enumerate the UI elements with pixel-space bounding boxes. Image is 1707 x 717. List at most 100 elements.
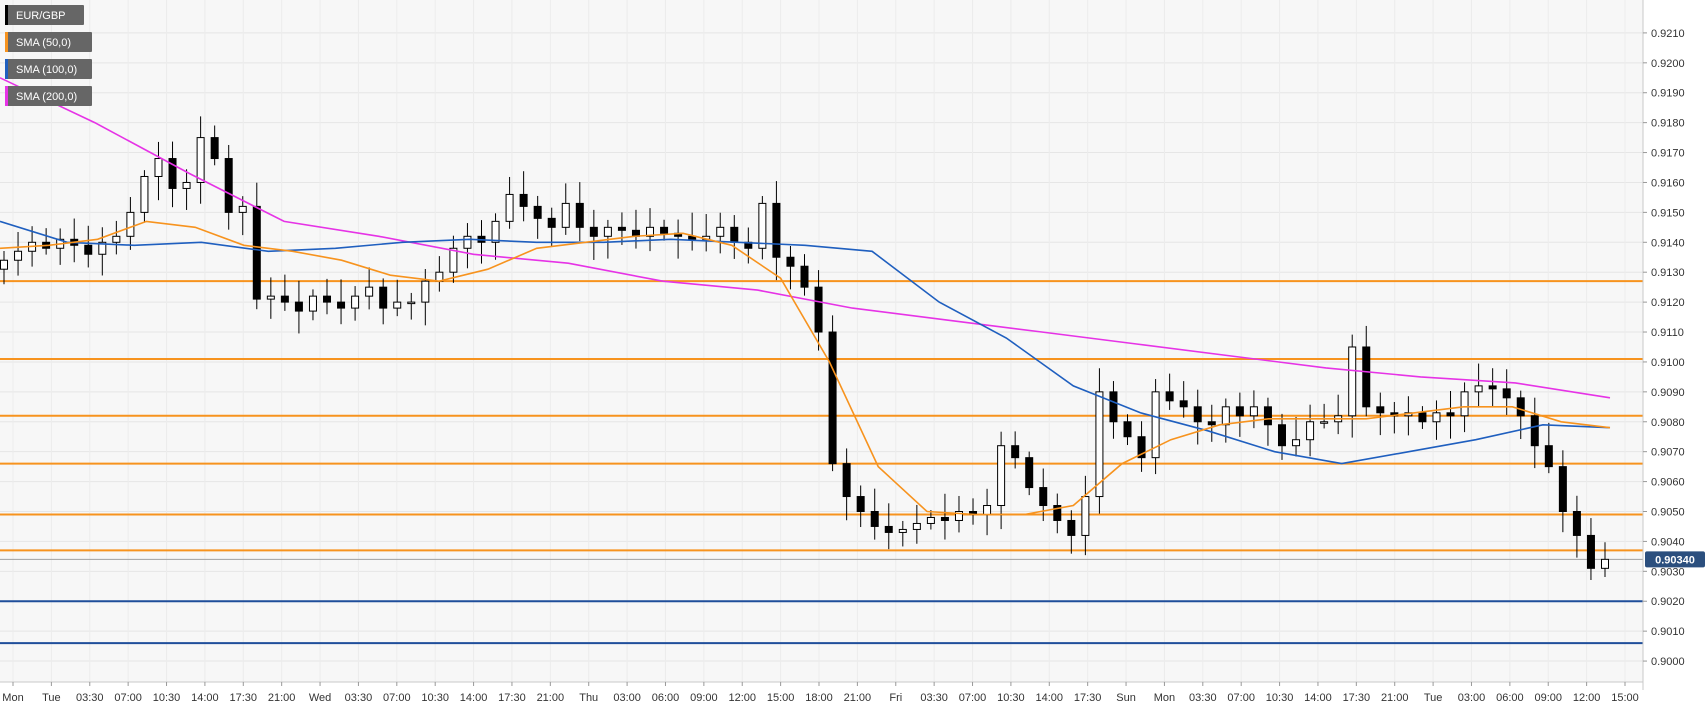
- y-tick-label: 0.9030: [1651, 566, 1685, 578]
- candle-body: [463, 235, 472, 249]
- candle-body: [182, 181, 191, 189]
- axes: [0, 0, 1644, 690]
- legend: EUR/GBP SMA (50,0) SMA (100,0) SMA (200,0): [5, 5, 92, 106]
- candle-body: [575, 202, 584, 228]
- x-tick-label: Mon: [2, 692, 23, 704]
- candle-body: [519, 193, 528, 207]
- y-tick-label: 0.9040: [1651, 536, 1685, 548]
- candle-body: [1502, 388, 1511, 399]
- candle-body: [926, 516, 935, 524]
- candle-body: [323, 295, 332, 303]
- x-tick-label: 10:30: [997, 692, 1025, 704]
- legend-item[interactable]: [5, 32, 92, 52]
- current-price-tag: 0.90340: [1645, 551, 1705, 568]
- candle-body: [884, 525, 893, 533]
- y-tick-label: 0.9000: [1651, 656, 1685, 668]
- candle-body: [1109, 391, 1118, 423]
- y-tick-label: 0.9180: [1651, 118, 1685, 130]
- candle-body: [154, 158, 163, 177]
- candle-body: [252, 205, 261, 300]
- legend-color-swatch: [5, 5, 8, 25]
- candle-body: [351, 295, 360, 309]
- candle-body: [1053, 505, 1062, 521]
- candle-body: [84, 244, 93, 255]
- legend-item[interactable]: [5, 5, 84, 25]
- candle-body: [954, 511, 963, 521]
- candle-body: [1376, 406, 1385, 414]
- candle-body: [1151, 391, 1160, 459]
- x-tick-label: 21:00: [537, 692, 565, 704]
- candle-body: [421, 280, 430, 303]
- candle-body: [842, 463, 851, 498]
- legend-label: SMA (50,0): [16, 37, 71, 49]
- x-tick-label: 03:00: [1458, 692, 1486, 704]
- legend-color-swatch: [5, 32, 8, 52]
- candle-body: [1067, 519, 1076, 536]
- x-tick-label: 07:00: [1227, 692, 1255, 704]
- candle-body: [1460, 391, 1469, 417]
- candle-body: [379, 286, 388, 309]
- y-tick-label: 0.9140: [1651, 237, 1685, 249]
- price-candles: [0, 116, 1609, 581]
- sma-200-line: [0, 77, 1611, 399]
- x-tick-label: 17:30: [498, 692, 526, 704]
- candle-body: [210, 137, 219, 160]
- candle-body: [449, 247, 458, 273]
- x-tick-label: Thu: [579, 692, 598, 704]
- x-tick-label: 12:00: [728, 692, 756, 704]
- y-tick-label: 0.9150: [1651, 207, 1685, 219]
- candle-body: [266, 295, 275, 300]
- candle-body: [1137, 436, 1146, 459]
- candle-body: [505, 193, 514, 222]
- x-tick-label: 17:30: [1343, 692, 1371, 704]
- candle-body: [1207, 421, 1216, 426]
- candle-body: [140, 175, 149, 213]
- y-tick-label: 0.9120: [1651, 297, 1685, 309]
- x-tick-label: 07:00: [383, 692, 411, 704]
- candle-body: [603, 226, 612, 237]
- legend-item[interactable]: [5, 59, 92, 79]
- candle-body: [1277, 424, 1286, 447]
- candle-body: [1601, 558, 1609, 569]
- candle-body: [1446, 412, 1455, 417]
- candle-body: [646, 226, 655, 237]
- candle-body: [1081, 496, 1090, 536]
- x-tick-label: 03:30: [345, 692, 373, 704]
- candle-body: [1586, 534, 1595, 569]
- candle-body: [1235, 406, 1244, 417]
- candle-body: [1306, 421, 1315, 441]
- x-tick-label: 03:30: [920, 692, 948, 704]
- sma-lines: [0, 77, 1611, 516]
- x-tick-label: 06:00: [1496, 692, 1524, 704]
- x-tick-label: 03:00: [613, 692, 641, 704]
- candle-body: [1432, 412, 1441, 423]
- candle-body: [660, 226, 669, 234]
- horizontal-levels: [0, 280, 1643, 645]
- candle-body: [786, 256, 795, 267]
- y-tick-label: 0.9050: [1651, 507, 1685, 519]
- y-tick-label: 0.9090: [1651, 387, 1685, 399]
- legend-item[interactable]: [5, 86, 92, 106]
- plot-area: [0, 0, 1643, 682]
- candle-body: [1263, 406, 1272, 426]
- y-axis-ticks: 0.9000 0.9010 0.9020 0.9030 0.9040 0.9050 0.90…: [1643, 28, 1685, 668]
- candle-body: [870, 511, 879, 527]
- legend-label: SMA (100,0): [16, 64, 77, 76]
- candle-body: [983, 505, 992, 515]
- candle-body: [365, 286, 374, 297]
- y-tick-label: 0.9210: [1651, 28, 1685, 40]
- legend-color-swatch: [5, 59, 8, 79]
- candle-body: [1320, 421, 1329, 424]
- candle-body: [1179, 400, 1188, 408]
- candle-body: [393, 301, 402, 309]
- candle-body: [126, 211, 135, 237]
- x-tick-label: 14:00: [1036, 692, 1064, 704]
- candle-body: [617, 226, 626, 231]
- candle-body: [1123, 421, 1132, 438]
- sma-50-line: [0, 220, 1611, 516]
- x-tick-label: 07:00: [959, 692, 987, 704]
- candle-body: [168, 158, 177, 189]
- candle-body: [224, 158, 233, 213]
